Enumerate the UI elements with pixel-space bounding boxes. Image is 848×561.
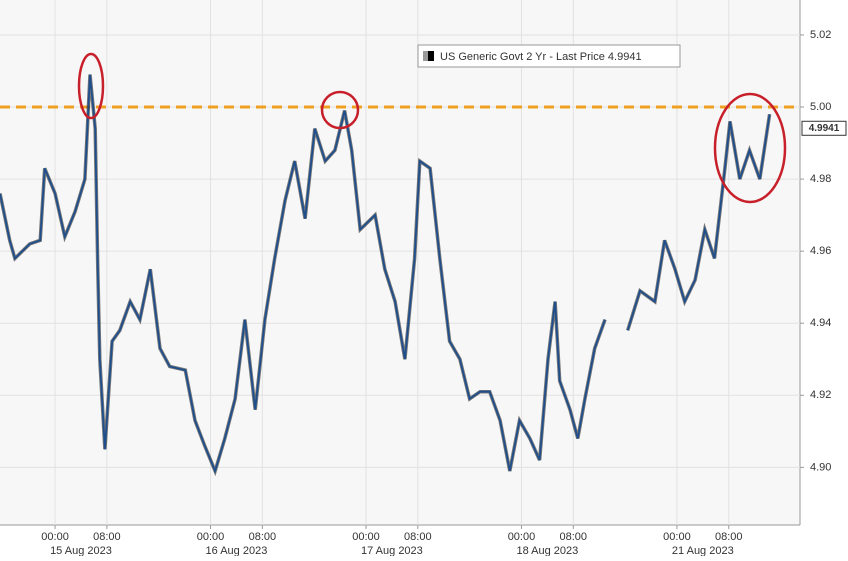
legend [417, 44, 681, 68]
legend-icon [428, 51, 434, 61]
x-tick-label: 08:00 [249, 531, 277, 543]
date-label: 16 Aug 2023 [206, 545, 268, 556]
x-tick-label: 08:00 [560, 531, 588, 543]
x-tick-label: 00:00 [41, 531, 69, 543]
x-tick-label: 00:00 [352, 531, 380, 543]
last-price-box [801, 120, 847, 136]
x-tick-label: 08:00 [404, 531, 432, 543]
plot-area [0, 0, 800, 525]
y-tick-label: 4.98 [810, 173, 831, 185]
x-tick-label: 00:00 [508, 531, 536, 543]
legend-label: US Generic Govt 2 Yr - Last Price 4.9941 [440, 51, 642, 63]
x-tick-label: 00:00 [663, 531, 691, 543]
highlight-circle [320, 90, 360, 130]
date-label: 18 Aug 2023 [516, 545, 578, 556]
x-tick-label: 00:00 [197, 531, 225, 543]
y-tick-label: 4.90 [810, 461, 831, 473]
highlight-circle [77, 52, 105, 120]
highlight-circle [713, 92, 787, 204]
legend-icon [423, 51, 428, 61]
price-line [0, 74, 771, 474]
date-label: 15 Aug 2023 [50, 545, 112, 556]
x-tick-label: 08:00 [715, 531, 743, 543]
y-tick-label: 4.94 [810, 317, 831, 329]
date-label: 21 Aug 2023 [672, 545, 734, 556]
y-tick-label: 4.96 [810, 245, 831, 257]
y-tick-label: 4.92 [810, 389, 831, 401]
last-price-label: 4.9941 [809, 123, 840, 134]
x-tick-label: 08:00 [93, 531, 121, 543]
y-tick-label: 5.02 [810, 29, 831, 41]
y-tick-label: 5.00 [810, 101, 831, 113]
date-label: 17 Aug 2023 [361, 545, 423, 556]
